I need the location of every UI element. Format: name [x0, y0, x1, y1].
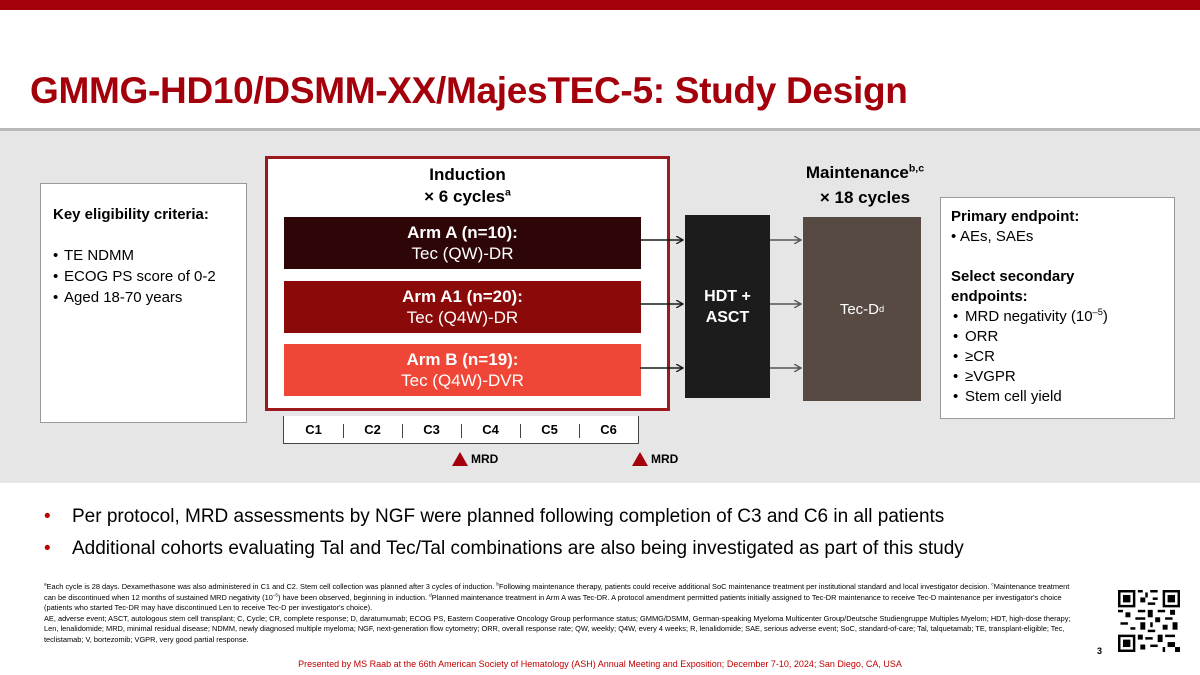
qr-code-icon[interactable] — [1118, 590, 1180, 652]
secondary-endpoint-item: ≥VGPR — [951, 367, 1164, 387]
maintenance-box: Tec-D d — [803, 217, 921, 401]
hdt-asct-box: HDT + ASCT — [685, 215, 770, 398]
cycle-label: C6 — [579, 416, 638, 443]
mrd-negativity-exp: –5 — [1092, 307, 1103, 317]
induction-cycles: × 6 cyclesa — [268, 186, 667, 208]
arm-b-box: Arm B (n=19): Tec (Q4W)-DVR — [284, 344, 641, 396]
arm-a1-box: Arm A1 (n=20): Tec (Q4W)-DR — [284, 281, 641, 333]
slide-title: GMMG-HD10/DSMM-XX/MajesTEC-5: Study Desi… — [30, 70, 908, 111]
key-point: Additional cohorts evaluating Tal and Te… — [44, 533, 964, 565]
induction-title: Induction — [429, 165, 506, 184]
cycle-label: C5 — [520, 416, 579, 443]
secondary-endpoint-item: ≥CR — [951, 347, 1164, 367]
top-accent-bar — [0, 0, 1200, 10]
cycle-label: C1 — [305, 422, 322, 437]
footnote-b: Following maintenance therapy, patients … — [498, 582, 990, 591]
mrd-negativity-text: MRD negativity (10 — [965, 308, 1093, 325]
maintenance-title: Maintenanceb,c × 18 cycles — [790, 162, 940, 209]
secondary-endpoint-heading-1: Select secondary — [951, 268, 1075, 285]
arm-a-name: Arm A (n=10): — [407, 223, 518, 242]
induction-cycles-sup: a — [504, 186, 511, 199]
footnote-c1: Maintenance treatment can be discontinue… — [44, 582, 1070, 602]
presented-by: Presented by MS Raab at the 66th America… — [298, 659, 902, 669]
cycle-label: C4 — [461, 416, 520, 443]
page-number: 3 — [1097, 646, 1103, 656]
maintenance-cycles: × 18 cycles — [819, 188, 911, 207]
footnote: aEach cycle is 28 days. Dexamethasone wa… — [44, 581, 1071, 644]
footnote-c2: ) have been observed, beginning in induc… — [277, 592, 428, 602]
key-point: Per protocol, MRD assessments by NGF wer… — [44, 501, 964, 533]
mrd-negativity-close: ) — [1102, 308, 1108, 325]
triangle-icon — [452, 452, 468, 466]
mrd-marker-c3: MRD — [452, 452, 498, 466]
secondary-endpoint-item: Stem cell yield — [951, 387, 1164, 407]
secondary-endpoint-item: ORR — [951, 327, 1164, 347]
arm-a1-regimen: Tec (Q4W)-DR — [406, 308, 519, 327]
secondary-endpoint-item: MRD negativity (10–5) — [951, 307, 1164, 327]
cycle-label: C3 — [402, 416, 461, 443]
arm-b-regimen: Tec (Q4W)-DVR — [401, 371, 524, 390]
induction-cycles-label: × 6 cycles — [424, 187, 505, 206]
maintenance-regimen: Tec-D — [839, 300, 879, 318]
footnote-c-exp: –5 — [272, 592, 278, 598]
eligibility-box: Key eligibility criteria: TE NDMM ECOG P… — [40, 183, 247, 423]
secondary-endpoint-heading-2: endpoints: — [951, 288, 1028, 305]
mrd-marker-label: MRD — [471, 452, 499, 466]
eligibility-item: ECOG PS score of 0-2 — [53, 266, 234, 287]
maintenance-title-text: Maintenance — [805, 163, 909, 182]
primary-endpoint-heading: Primary endpoint: — [951, 208, 1080, 225]
arm-a-regimen: Tec (QW)-DR — [411, 244, 514, 263]
primary-endpoint-list: AEs, SAEs — [951, 227, 1164, 247]
cycle-label: C2 — [343, 416, 402, 443]
mrd-marker-label: MRD — [651, 452, 679, 466]
footnote-abbreviations: AE, adverse event; ASCT, autologous stem… — [44, 613, 1071, 644]
arm-a1-name: Arm A1 (n=20): — [402, 287, 523, 306]
mrd-marker-c6: MRD — [632, 452, 678, 466]
induction-box: Induction × 6 cyclesa Arm A (n=10): Tec … — [265, 156, 670, 411]
arm-a-box: Arm A (n=10): Tec (QW)-DR — [284, 217, 641, 269]
arm-b-name: Arm B (n=19): — [406, 350, 519, 369]
primary-endpoint-item: AEs, SAEs — [951, 227, 1164, 247]
hdt-line1: HDT + — [704, 287, 751, 305]
triangle-icon — [632, 452, 648, 466]
eligibility-item: TE NDMM — [53, 245, 234, 266]
key-points: Per protocol, MRD assessments by NGF wer… — [44, 501, 964, 565]
eligibility-list: TE NDMM ECOG PS score of 0-2 Aged 18-70 … — [53, 245, 234, 308]
eligibility-heading: Key eligibility criteria: — [53, 206, 209, 223]
eligibility-item: Aged 18-70 years — [53, 287, 234, 308]
cycle-timeline: C1 C2 C3 C4 C5 C6 — [283, 416, 639, 444]
maintenance-title-sup: b,c — [908, 162, 925, 175]
endpoints-box: Primary endpoint: AEs, SAEs Select secon… — [940, 197, 1175, 419]
hdt-line2: ASCT — [705, 308, 750, 326]
footnote-d: Planned maintenance treatment in Arm A w… — [44, 592, 1062, 613]
footnote-a: Each cycle is 28 days. Dexamethasone was… — [46, 582, 495, 591]
secondary-endpoint-list: MRD negativity (10–5) ORR ≥CR ≥VGPR Stem… — [951, 307, 1164, 407]
